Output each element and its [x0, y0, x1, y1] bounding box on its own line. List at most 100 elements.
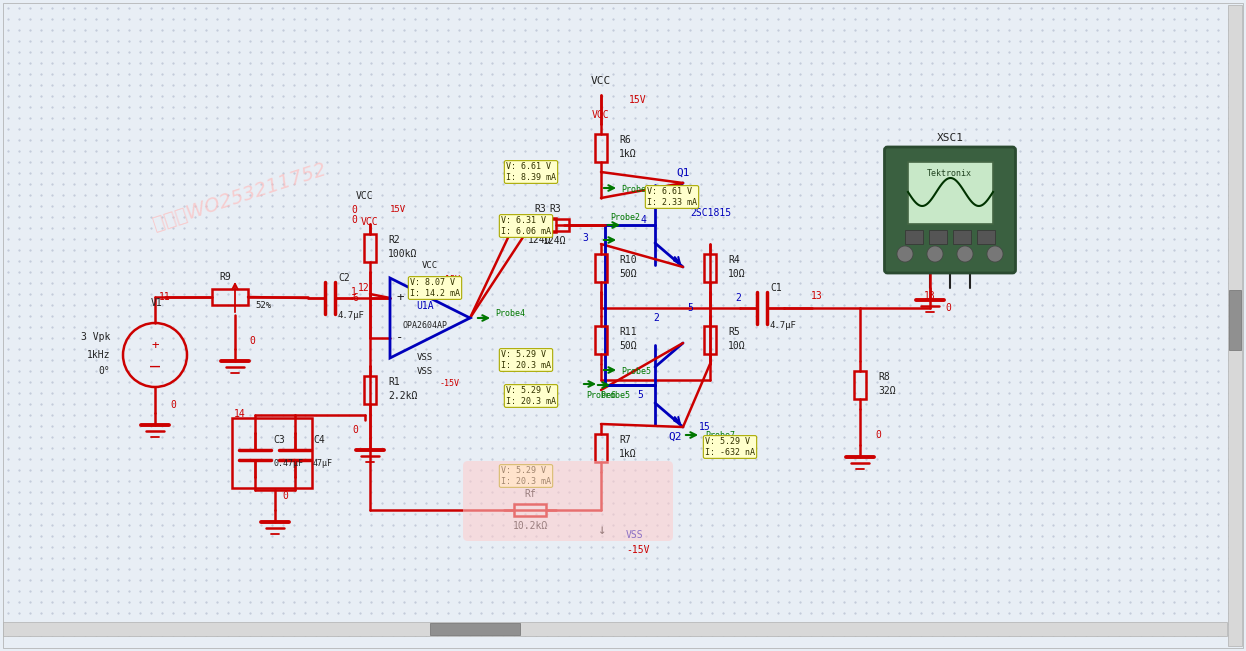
Text: R7: R7 [619, 435, 630, 445]
Text: 1kHz: 1kHz [86, 350, 110, 360]
Text: 淘宝：WO253211752: 淘宝：WO253211752 [151, 160, 329, 234]
Text: 0: 0 [249, 336, 255, 346]
Text: 14: 14 [234, 409, 245, 419]
Bar [953, 230, 971, 244]
Text: 11: 11 [159, 292, 171, 302]
Text: 3 Vpk: 3 Vpk [81, 332, 110, 342]
Text: Probe7: Probe7 [705, 430, 735, 439]
Bar [541, 219, 569, 231]
Text: 1kΩ: 1kΩ [619, 449, 637, 459]
Text: ↓: ↓ [597, 523, 606, 537]
Text: 5: 5 [637, 390, 643, 400]
Bar [854, 371, 866, 399]
Text: 1: 1 [351, 287, 356, 297]
Text: ▼: ▼ [1232, 633, 1239, 643]
Text: -15V: -15V [625, 545, 649, 555]
Text: R5: R5 [728, 327, 740, 337]
Text: +: + [151, 339, 158, 352]
Text: |||: ||| [601, 624, 619, 634]
Text: 32Ω: 32Ω [878, 386, 896, 396]
Bar [596, 134, 607, 162]
Text: R6: R6 [619, 135, 630, 145]
Text: Probe2: Probe2 [611, 212, 640, 221]
Bar [364, 234, 376, 262]
Text: 3: 3 [582, 233, 588, 243]
Text: VCC: VCC [422, 262, 439, 271]
Text: VCC: VCC [592, 110, 609, 120]
Text: VCC: VCC [422, 286, 439, 294]
Text: 124Ω: 124Ω [543, 236, 567, 246]
Text: VCC: VCC [356, 191, 374, 201]
Text: VCC: VCC [591, 76, 611, 86]
FancyBboxPatch shape [885, 147, 1015, 273]
Bar [704, 326, 716, 354]
Text: 15V: 15V [629, 95, 647, 105]
Text: Probe4: Probe4 [495, 309, 525, 318]
Bar [1229, 5, 1242, 646]
Bar [905, 230, 923, 244]
Text: -: - [396, 331, 404, 344]
Bar [515, 504, 546, 516]
Text: 4.7μF: 4.7μF [770, 322, 797, 331]
Text: OPA2604AP: OPA2604AP [402, 322, 447, 331]
Text: Q2: Q2 [668, 432, 682, 442]
Bar [704, 254, 716, 282]
Text: 12: 12 [358, 283, 370, 293]
Text: 100kΩ: 100kΩ [388, 249, 417, 259]
Text: V: 5.29 V
I: 20.3 mA: V: 5.29 V I: 20.3 mA [501, 466, 551, 486]
Text: 1kΩ: 1kΩ [619, 149, 637, 159]
Text: 10Ω: 10Ω [728, 341, 745, 351]
Bar [525, 218, 556, 232]
Bar [908, 162, 993, 224]
Text: 0: 0 [351, 205, 356, 215]
Text: +: + [396, 292, 404, 305]
Text: 124Ω: 124Ω [528, 235, 552, 245]
Text: 0: 0 [351, 215, 356, 225]
Text: Probe6: Probe6 [586, 391, 616, 400]
Text: 2: 2 [735, 293, 741, 303]
Text: 2: 2 [653, 313, 659, 323]
Text: 13: 13 [925, 291, 936, 301]
Circle shape [927, 246, 943, 262]
Text: 0: 0 [875, 430, 881, 440]
Text: 4.7μF: 4.7μF [338, 311, 365, 320]
Text: Q1: Q1 [677, 168, 690, 178]
Circle shape [957, 246, 973, 262]
Bar [1229, 290, 1241, 350]
Text: 5: 5 [687, 303, 693, 313]
Text: V: 8.07 V
I: 14.2 mA: V: 8.07 V I: 14.2 mA [410, 278, 460, 298]
Text: 0: 0 [169, 400, 176, 410]
Text: V: 5.29 V
I: -632 nA: V: 5.29 V I: -632 nA [705, 437, 755, 457]
Text: VSS: VSS [417, 353, 434, 363]
Bar [212, 289, 248, 305]
Text: R1: R1 [388, 377, 400, 387]
Text: 15V: 15V [445, 275, 460, 284]
Text: Probe1: Probe1 [621, 186, 650, 195]
Text: 6: 6 [353, 293, 358, 303]
Text: V: 5.29 V
I: 20.3 mA: V: 5.29 V I: 20.3 mA [501, 350, 551, 370]
Text: 2.2kΩ: 2.2kΩ [388, 391, 417, 401]
Text: R3: R3 [549, 204, 561, 214]
Text: Tektronix: Tektronix [927, 169, 972, 178]
Text: C4: C4 [313, 435, 325, 445]
Text: R8: R8 [878, 372, 890, 382]
Text: VSS: VSS [625, 530, 644, 540]
Text: 0°: 0° [98, 366, 110, 376]
Text: V: 6.31 V
I: 6.06 mA: V: 6.31 V I: 6.06 mA [501, 216, 551, 236]
Text: V: 6.61 V
I: 8.39 mA: V: 6.61 V I: 8.39 mA [506, 162, 556, 182]
Text: R10: R10 [619, 255, 637, 265]
Text: U1A: U1A [416, 301, 434, 311]
Text: R4: R4 [728, 255, 740, 265]
Text: Rf: Rf [525, 489, 536, 499]
Text: V1: V1 [151, 298, 163, 308]
Text: R9: R9 [219, 272, 231, 282]
FancyBboxPatch shape [464, 461, 673, 541]
Text: 2SC1815: 2SC1815 [690, 208, 731, 218]
Text: -15V: -15V [440, 380, 460, 389]
Text: 15: 15 [699, 422, 711, 432]
Text: 4: 4 [640, 215, 645, 225]
Text: XSC1: XSC1 [937, 133, 963, 143]
Bar [2, 622, 1227, 636]
Text: C2: C2 [338, 273, 350, 283]
Text: V: 6.61 V
I: 2.33 mA: V: 6.61 V I: 2.33 mA [647, 187, 697, 207]
